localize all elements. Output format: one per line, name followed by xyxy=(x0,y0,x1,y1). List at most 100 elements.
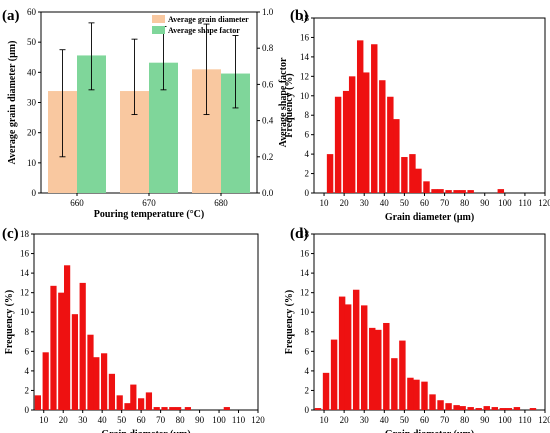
histogram-bar xyxy=(352,289,360,410)
histogram-bar xyxy=(42,352,49,410)
x-tick-label: 120 xyxy=(538,415,550,425)
y-tick-label: 2 xyxy=(25,385,30,395)
histogram-bar xyxy=(499,408,507,410)
histogram-bar xyxy=(184,407,191,410)
x-tick-label: 90 xyxy=(480,415,490,425)
x-axis-label: Pouring temperature (°C) xyxy=(94,209,204,220)
panel-b: (b) 0 2 4 6 8 10 12 14 16 18 10 20 30 40 50 60 70 80 90 100 1… xyxy=(284,8,550,223)
histogram-bar xyxy=(348,76,356,193)
x-tick-label: 60 xyxy=(420,415,430,425)
x-tick-label: 70 xyxy=(156,415,166,425)
y-tick-label: 0 xyxy=(305,188,310,198)
y-tick-label-left: 50 xyxy=(27,37,37,47)
histogram-bar xyxy=(467,407,474,410)
legend-swatch xyxy=(152,26,165,34)
histogram-bar xyxy=(407,377,414,410)
y-tick-label: 2 xyxy=(305,169,310,179)
y-axis-label-left: Average grain diameter (μm) xyxy=(7,41,18,165)
histogram-bar xyxy=(483,406,490,410)
histogram-bar xyxy=(175,407,182,410)
x-tick-label: 40 xyxy=(380,415,390,425)
histogram-bar xyxy=(145,392,153,410)
histogram-bar xyxy=(334,96,342,193)
y-tick-label-right: 0.6 xyxy=(262,79,274,89)
histogram-bar xyxy=(153,407,160,410)
histogram-bar xyxy=(138,398,145,410)
y-tick-label: 10 xyxy=(300,307,310,317)
y-tick-label: 0 xyxy=(25,405,30,415)
histogram-bar xyxy=(437,189,444,193)
y-tick-label-left: 40 xyxy=(27,67,37,77)
histogram-bar xyxy=(393,119,400,193)
x-tick-label: 60 xyxy=(420,198,430,208)
histogram-bar xyxy=(401,157,408,193)
histogram-bar xyxy=(93,357,100,410)
x-tick-label: 70 xyxy=(440,198,450,208)
histogram-bar xyxy=(326,154,334,193)
x-tick-label: 10 xyxy=(320,198,330,208)
y-tick-label: 16 xyxy=(300,249,310,259)
y-tick-label: 2 xyxy=(305,385,310,395)
y-tick-label: 4 xyxy=(305,149,310,159)
y-tick-label: 4 xyxy=(25,366,30,376)
histogram-bar xyxy=(429,394,436,410)
histogram-bar xyxy=(421,381,428,410)
panel-label-d: (d) xyxy=(290,226,308,242)
histogram-bar xyxy=(379,80,386,193)
histogram-bar xyxy=(34,395,41,410)
y-tick-label-right: 0.4 xyxy=(262,116,274,126)
histogram-bar xyxy=(101,353,108,410)
histogram-bar xyxy=(58,292,65,410)
x-tick-label: 30 xyxy=(78,415,88,425)
panel-d: (d) 0 2 4 6 8 10 12 14 16 18 10 20 30 40 50 60 70 80 90 100 1… xyxy=(284,226,550,433)
x-tick-label: 80 xyxy=(460,415,470,425)
x-tick-label: 80 xyxy=(176,415,186,425)
y-axis-label: Frequency (%) xyxy=(4,290,15,355)
histogram-bar xyxy=(330,339,338,410)
histogram-bar xyxy=(314,408,322,410)
y-tick-label: 12 xyxy=(20,288,29,298)
y-tick-label: 16 xyxy=(300,32,310,42)
x-tick-label: 10 xyxy=(39,415,49,425)
x-tick-label: 680 xyxy=(214,198,228,208)
histogram-bar xyxy=(116,395,123,410)
y-tick-label-right: 0.2 xyxy=(262,152,273,162)
x-tick-label: 50 xyxy=(400,198,410,208)
y-tick-label: 6 xyxy=(305,346,310,356)
x-tick-label: 100 xyxy=(212,415,226,425)
y-tick-label: 12 xyxy=(300,288,309,298)
x-tick-label: 10 xyxy=(320,415,330,425)
histogram-bar xyxy=(223,407,230,410)
x-tick-label: 20 xyxy=(59,415,69,425)
histogram-bar xyxy=(342,90,350,193)
y-tick-label-right: 0.8 xyxy=(262,43,274,53)
histogram-bar xyxy=(415,168,422,193)
histogram-bar xyxy=(383,322,390,410)
legend-label: Average grain diameter xyxy=(168,15,249,24)
histogram-bar xyxy=(423,181,430,193)
histogram-bar xyxy=(459,190,466,193)
panel-label-a: (a) xyxy=(2,8,20,24)
y-tick-label-left: 10 xyxy=(27,158,37,168)
y-tick-label-right: 1.0 xyxy=(262,7,274,17)
y-tick-label-left: 30 xyxy=(27,98,37,108)
y-tick-label: 14 xyxy=(300,268,310,278)
x-tick-label: 80 xyxy=(460,198,470,208)
histogram-bar xyxy=(529,408,537,410)
x-tick-label: 660 xyxy=(70,198,84,208)
histogram-bar xyxy=(413,379,420,410)
x-tick-label: 120 xyxy=(538,198,550,208)
histogram-bar xyxy=(399,340,406,410)
histogram-bar xyxy=(161,407,168,410)
histogram-bar xyxy=(50,285,57,410)
histogram-bar xyxy=(505,408,513,410)
histogram-bar xyxy=(108,373,116,410)
histogram-bar xyxy=(475,408,482,410)
y-tick-label: 8 xyxy=(305,327,310,337)
histogram-bar xyxy=(64,265,71,410)
histogram-bar xyxy=(169,407,176,410)
y-tick-label: 0 xyxy=(305,405,310,415)
histogram-bar xyxy=(371,44,378,193)
y-tick-label: 8 xyxy=(25,327,30,337)
y-tick-label: 12 xyxy=(300,71,309,81)
